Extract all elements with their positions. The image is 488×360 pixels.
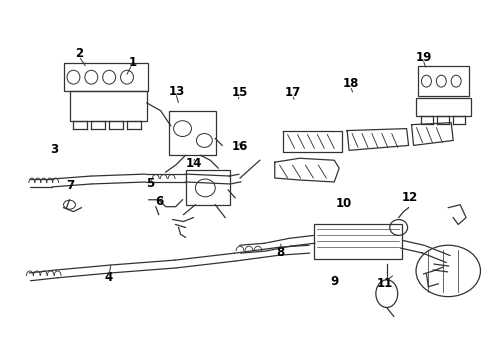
Text: 2: 2 (76, 47, 83, 60)
Text: 9: 9 (329, 275, 338, 288)
Bar (69, 91, 146, 121)
Bar (63, 63, 147, 91)
Text: 1: 1 (129, 56, 137, 69)
Text: 13: 13 (168, 85, 184, 98)
Text: 16: 16 (231, 140, 247, 153)
Text: 10: 10 (335, 197, 351, 210)
Text: 4: 4 (104, 271, 113, 284)
Text: 18: 18 (342, 77, 359, 90)
Text: 12: 12 (400, 191, 417, 204)
Bar (168, 111, 216, 155)
Bar (415, 98, 470, 116)
Bar (417, 66, 468, 96)
Text: 8: 8 (276, 247, 285, 260)
Text: 15: 15 (231, 86, 247, 99)
Text: 19: 19 (415, 51, 431, 64)
Text: 7: 7 (66, 179, 74, 192)
Bar (314, 225, 401, 259)
Bar (185, 170, 230, 205)
Text: 17: 17 (285, 86, 301, 99)
Text: 3: 3 (50, 143, 59, 156)
Text: 6: 6 (155, 195, 163, 208)
Text: 5: 5 (145, 177, 154, 190)
Text: 11: 11 (376, 277, 392, 290)
Text: 14: 14 (185, 157, 202, 171)
